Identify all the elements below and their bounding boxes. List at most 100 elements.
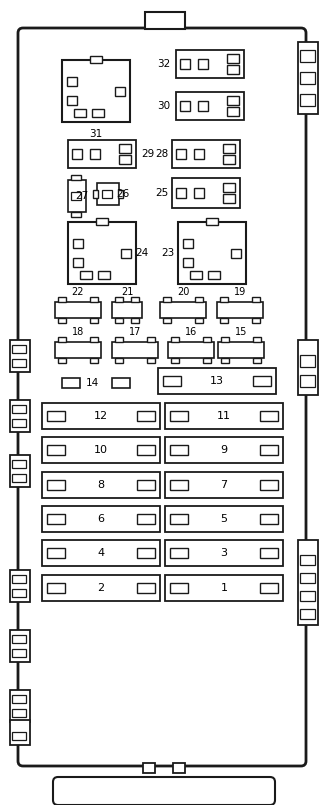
- Bar: [195, 318, 203, 323]
- Bar: [90, 318, 98, 323]
- Bar: [12, 419, 26, 427]
- Text: 17: 17: [129, 327, 141, 337]
- Bar: [143, 763, 155, 773]
- Bar: [47, 411, 65, 421]
- Bar: [163, 297, 171, 302]
- Bar: [195, 297, 203, 302]
- Bar: [112, 342, 158, 358]
- Text: 11: 11: [217, 411, 231, 421]
- Text: 25: 25: [155, 188, 168, 198]
- Text: 14: 14: [85, 378, 99, 388]
- Bar: [260, 583, 278, 593]
- Bar: [92, 109, 104, 117]
- Bar: [252, 318, 260, 323]
- Bar: [300, 375, 315, 387]
- Bar: [173, 763, 185, 773]
- Bar: [178, 222, 246, 284]
- Bar: [80, 271, 92, 279]
- Bar: [298, 540, 318, 625]
- Text: 27: 27: [75, 191, 89, 201]
- Bar: [97, 183, 119, 205]
- Text: 19: 19: [234, 287, 246, 297]
- Text: 31: 31: [89, 129, 103, 139]
- Bar: [220, 297, 228, 302]
- Bar: [300, 94, 315, 106]
- Bar: [168, 342, 214, 358]
- Bar: [198, 101, 208, 111]
- Bar: [131, 318, 139, 323]
- Bar: [300, 355, 315, 367]
- Bar: [137, 480, 155, 490]
- Bar: [112, 302, 142, 318]
- Bar: [227, 96, 239, 105]
- Text: 15: 15: [235, 327, 247, 337]
- Bar: [170, 583, 188, 593]
- Bar: [220, 318, 228, 323]
- Bar: [12, 405, 26, 413]
- Bar: [253, 337, 261, 342]
- Bar: [68, 222, 136, 284]
- Bar: [42, 540, 160, 566]
- Bar: [208, 271, 220, 279]
- Text: 21: 21: [121, 287, 133, 297]
- Text: 20: 20: [177, 287, 189, 297]
- Text: 9: 9: [220, 445, 228, 455]
- Bar: [176, 188, 186, 198]
- Text: 4: 4: [97, 548, 105, 558]
- Bar: [71, 192, 81, 200]
- Bar: [217, 302, 263, 318]
- Bar: [137, 411, 155, 421]
- Bar: [170, 480, 188, 490]
- Bar: [158, 368, 276, 394]
- Bar: [12, 695, 26, 703]
- Bar: [180, 59, 190, 69]
- Bar: [72, 149, 82, 159]
- Bar: [47, 514, 65, 524]
- Bar: [73, 239, 83, 248]
- Bar: [10, 570, 30, 602]
- Text: 18: 18: [72, 327, 84, 337]
- Bar: [165, 506, 283, 532]
- Text: 32: 32: [157, 59, 170, 69]
- Bar: [47, 583, 65, 593]
- Bar: [12, 649, 26, 657]
- Bar: [112, 378, 130, 388]
- Bar: [172, 140, 240, 168]
- Bar: [58, 318, 66, 323]
- Bar: [176, 149, 186, 159]
- Bar: [260, 548, 278, 558]
- Bar: [260, 411, 278, 421]
- Bar: [300, 609, 315, 619]
- Bar: [10, 455, 30, 487]
- Bar: [223, 194, 235, 203]
- Bar: [67, 77, 77, 86]
- Bar: [71, 175, 81, 180]
- Bar: [260, 514, 278, 524]
- Bar: [71, 212, 81, 217]
- Bar: [231, 249, 241, 258]
- Bar: [223, 155, 235, 164]
- Bar: [147, 358, 155, 363]
- Bar: [10, 400, 30, 432]
- Text: 10: 10: [94, 445, 108, 455]
- Bar: [98, 271, 110, 279]
- Bar: [42, 575, 160, 601]
- Bar: [194, 188, 204, 198]
- Bar: [170, 411, 188, 421]
- Bar: [227, 65, 239, 74]
- Bar: [160, 302, 206, 318]
- Bar: [12, 709, 26, 717]
- Bar: [68, 180, 86, 212]
- Bar: [42, 472, 160, 498]
- Text: 13: 13: [210, 376, 224, 386]
- Bar: [55, 342, 101, 358]
- Text: 16: 16: [185, 327, 197, 337]
- Bar: [12, 359, 26, 367]
- Bar: [74, 109, 86, 117]
- Bar: [198, 59, 208, 69]
- Bar: [165, 437, 283, 463]
- Bar: [170, 514, 188, 524]
- Bar: [163, 376, 181, 386]
- Bar: [12, 460, 26, 468]
- Bar: [42, 437, 160, 463]
